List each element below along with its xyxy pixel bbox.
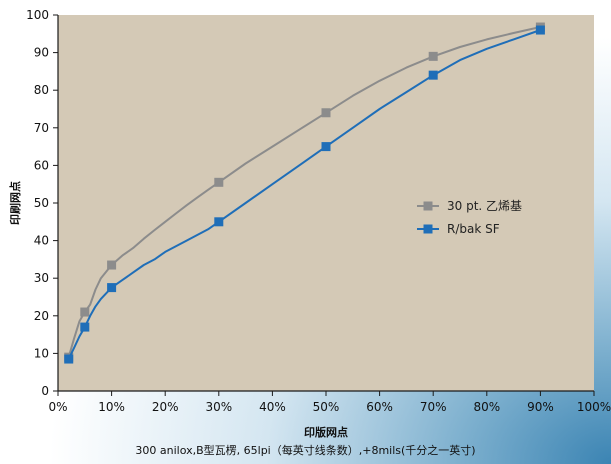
chart-caption: 300 anilox,B型瓦楞, 65lpi（每英寸线条数）,+8mils(千分… [135,444,476,457]
plot-area [58,15,594,391]
series-2-point [64,354,74,364]
series-2-point [214,217,224,227]
legend-label-1: 30 pt. 乙烯基 [447,199,522,213]
series-1-point [80,307,90,317]
x-tick-label: 100% [577,400,611,414]
series-2-point [321,142,331,152]
x-tick-label: 50% [313,400,340,414]
y-tick-label: 60 [34,158,49,172]
x-axis-title: 印版网点 [304,425,348,439]
series-layer [64,22,545,364]
y-tick-label: 70 [34,121,49,135]
y-tick-label: 30 [34,271,49,285]
x-tick-label: 90% [527,400,554,414]
series-2-point [107,283,117,293]
x-tick-label: 70% [420,400,447,414]
legend-label-2: R/bak SF [447,222,500,236]
y-tick-label: 50 [34,196,49,210]
series-2-point [80,322,90,332]
x-tick-label: 40% [259,400,286,414]
series-line-2 [67,29,541,360]
x-tick-label: 30% [205,400,232,414]
x-tick-label: 0% [48,400,67,414]
y-tick-label: 10 [34,346,49,360]
y-tick-label: 0 [41,384,49,398]
legend-swatch-marker-1 [423,201,433,211]
series-2-point [535,25,545,35]
series-line-1 [67,26,541,358]
series-1-point [214,177,224,187]
x-tick-label: 80% [473,400,500,414]
y-tick-label: 40 [34,234,49,248]
legend: 30 pt. 乙烯基 R/bak SF [417,199,522,236]
x-tick-label: 10% [98,400,125,414]
series-1-point [321,108,331,118]
series-1-point [428,51,438,61]
x-tick-label: 20% [152,400,179,414]
series-1-point [107,260,117,270]
x-tick-label: 60% [366,400,393,414]
series-2-point [428,70,438,80]
legend-swatch-marker-2 [423,224,433,234]
y-tick-label: 80 [34,83,49,97]
tick-layer: 0 10 20 30 40 50 60 70 80 90 100 0% 10% 20% 30% 40% 50% 6… [26,8,611,414]
y-axis-title: 印刷网点 [8,181,22,225]
y-tick-label: 90 [34,46,49,60]
y-tick-label: 100 [26,8,49,22]
y-tick-label: 20 [34,309,49,323]
